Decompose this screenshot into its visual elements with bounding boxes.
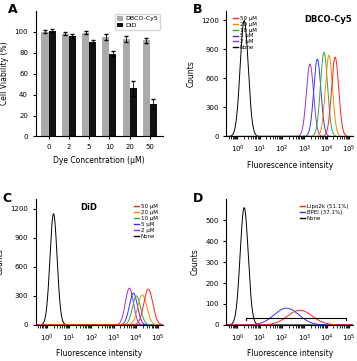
X-axis label: Fluorescence intensity: Fluorescence intensity (247, 161, 333, 170)
Legend: Lipo2k (51.1%), BPEI (37.1%), None: Lipo2k (51.1%), BPEI (37.1%), None (298, 203, 350, 222)
Bar (62, 34, 69, 136)
Text: C: C (2, 192, 12, 205)
Y-axis label: Counts: Counts (186, 60, 195, 87)
X-axis label: Fluorescence intensity: Fluorescence intensity (56, 349, 142, 358)
Y-axis label: Cell Viability (%): Cell Viability (%) (0, 42, 9, 105)
Bar (143, 40, 150, 136)
Bar (49, 31, 56, 136)
Y-axis label: Counts: Counts (191, 249, 200, 275)
Bar (89, 42, 96, 136)
Legend: DBCO-Cy5, DiD: DBCO-Cy5, DiD (115, 14, 160, 30)
Legend: 50 μM, 20 μM, 10 μM, 5 μM, 2 μM, None: 50 μM, 20 μM, 10 μM, 5 μM, 2 μM, None (132, 203, 159, 240)
Bar (41, 32, 49, 136)
Bar (130, 88, 137, 136)
Text: B: B (193, 3, 203, 16)
X-axis label: Fluorescence intensity: Fluorescence intensity (247, 349, 333, 358)
Bar (102, 37, 109, 136)
X-axis label: Dye Concentration (μM): Dye Concentration (μM) (54, 156, 145, 165)
Bar (69, 36, 76, 136)
Bar (122, 39, 130, 136)
Bar (82, 33, 89, 136)
Bar (109, 54, 116, 136)
Legend: 50 μM, 20 μM, 10 μM, 5 μM, 2 μM, None: 50 μM, 20 μM, 10 μM, 5 μM, 2 μM, None (232, 15, 258, 51)
Text: DiD: DiD (81, 203, 97, 212)
Text: D: D (193, 192, 203, 205)
Text: A: A (8, 3, 17, 16)
Text: DBCO-Cy5: DBCO-Cy5 (305, 14, 352, 23)
Bar (150, 104, 157, 136)
Y-axis label: Counts: Counts (0, 249, 5, 275)
